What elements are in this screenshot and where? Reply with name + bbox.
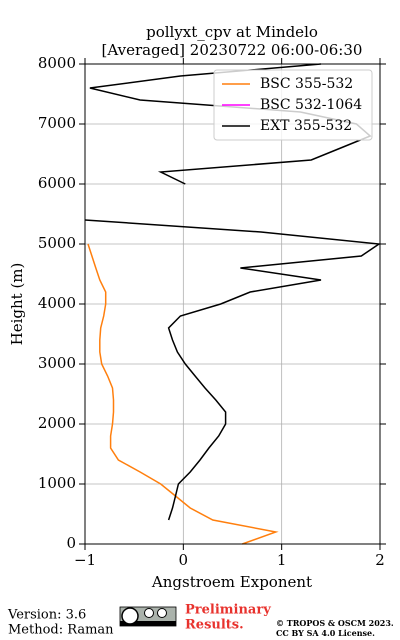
y-tick-label: 0 (66, 534, 76, 552)
copyright: CC BY SA 4.0 License. (276, 628, 375, 638)
y-tick-label: 2000 (38, 414, 76, 432)
x-tick-label: −1 (74, 551, 96, 569)
cc-icon (119, 606, 177, 627)
y-axis-label: Height (m) (8, 263, 26, 346)
data-line (87, 243, 279, 545)
y-tick-label: 6000 (38, 174, 76, 192)
plot-frame (84, 63, 381, 545)
legend: BSC 355-532 BSC 532-1064 EXT 355-532 (213, 69, 373, 141)
legend-label: BSC 355-532 (260, 76, 353, 92)
preliminary-note: Preliminary (185, 603, 271, 618)
method: Method: Raman (8, 623, 114, 638)
grid (84, 63, 381, 545)
copyright: © TROPOS & OSCM 2023. (276, 618, 394, 628)
x-tick-label: 1 (277, 551, 287, 569)
legend-label: EXT 355-532 (260, 118, 352, 134)
version: Version: 3.6 (7, 608, 86, 623)
y-tick-label: 5000 (38, 234, 76, 252)
preliminary-note: Results. (185, 618, 244, 633)
y-tick-label: 4000 (38, 294, 76, 312)
x-tick-label: 0 (179, 551, 189, 569)
x-tick-label: 2 (375, 551, 385, 569)
y-tick-label: 7000 (38, 114, 76, 132)
x-axis-label: Angstroem Exponent (151, 573, 312, 591)
legend-box (213, 69, 373, 141)
chart-subtitle: [Averaged] 20230722 06:00-06:30 (102, 41, 363, 59)
legend-label: BSC 532-1064 (260, 97, 362, 113)
y-tick-label: 1000 (38, 474, 76, 492)
chart-title: pollyxt_cpv at Mindelo (146, 23, 318, 41)
y-tick-label: 8000 (38, 54, 76, 72)
y-tick-label: 3000 (38, 354, 76, 372)
